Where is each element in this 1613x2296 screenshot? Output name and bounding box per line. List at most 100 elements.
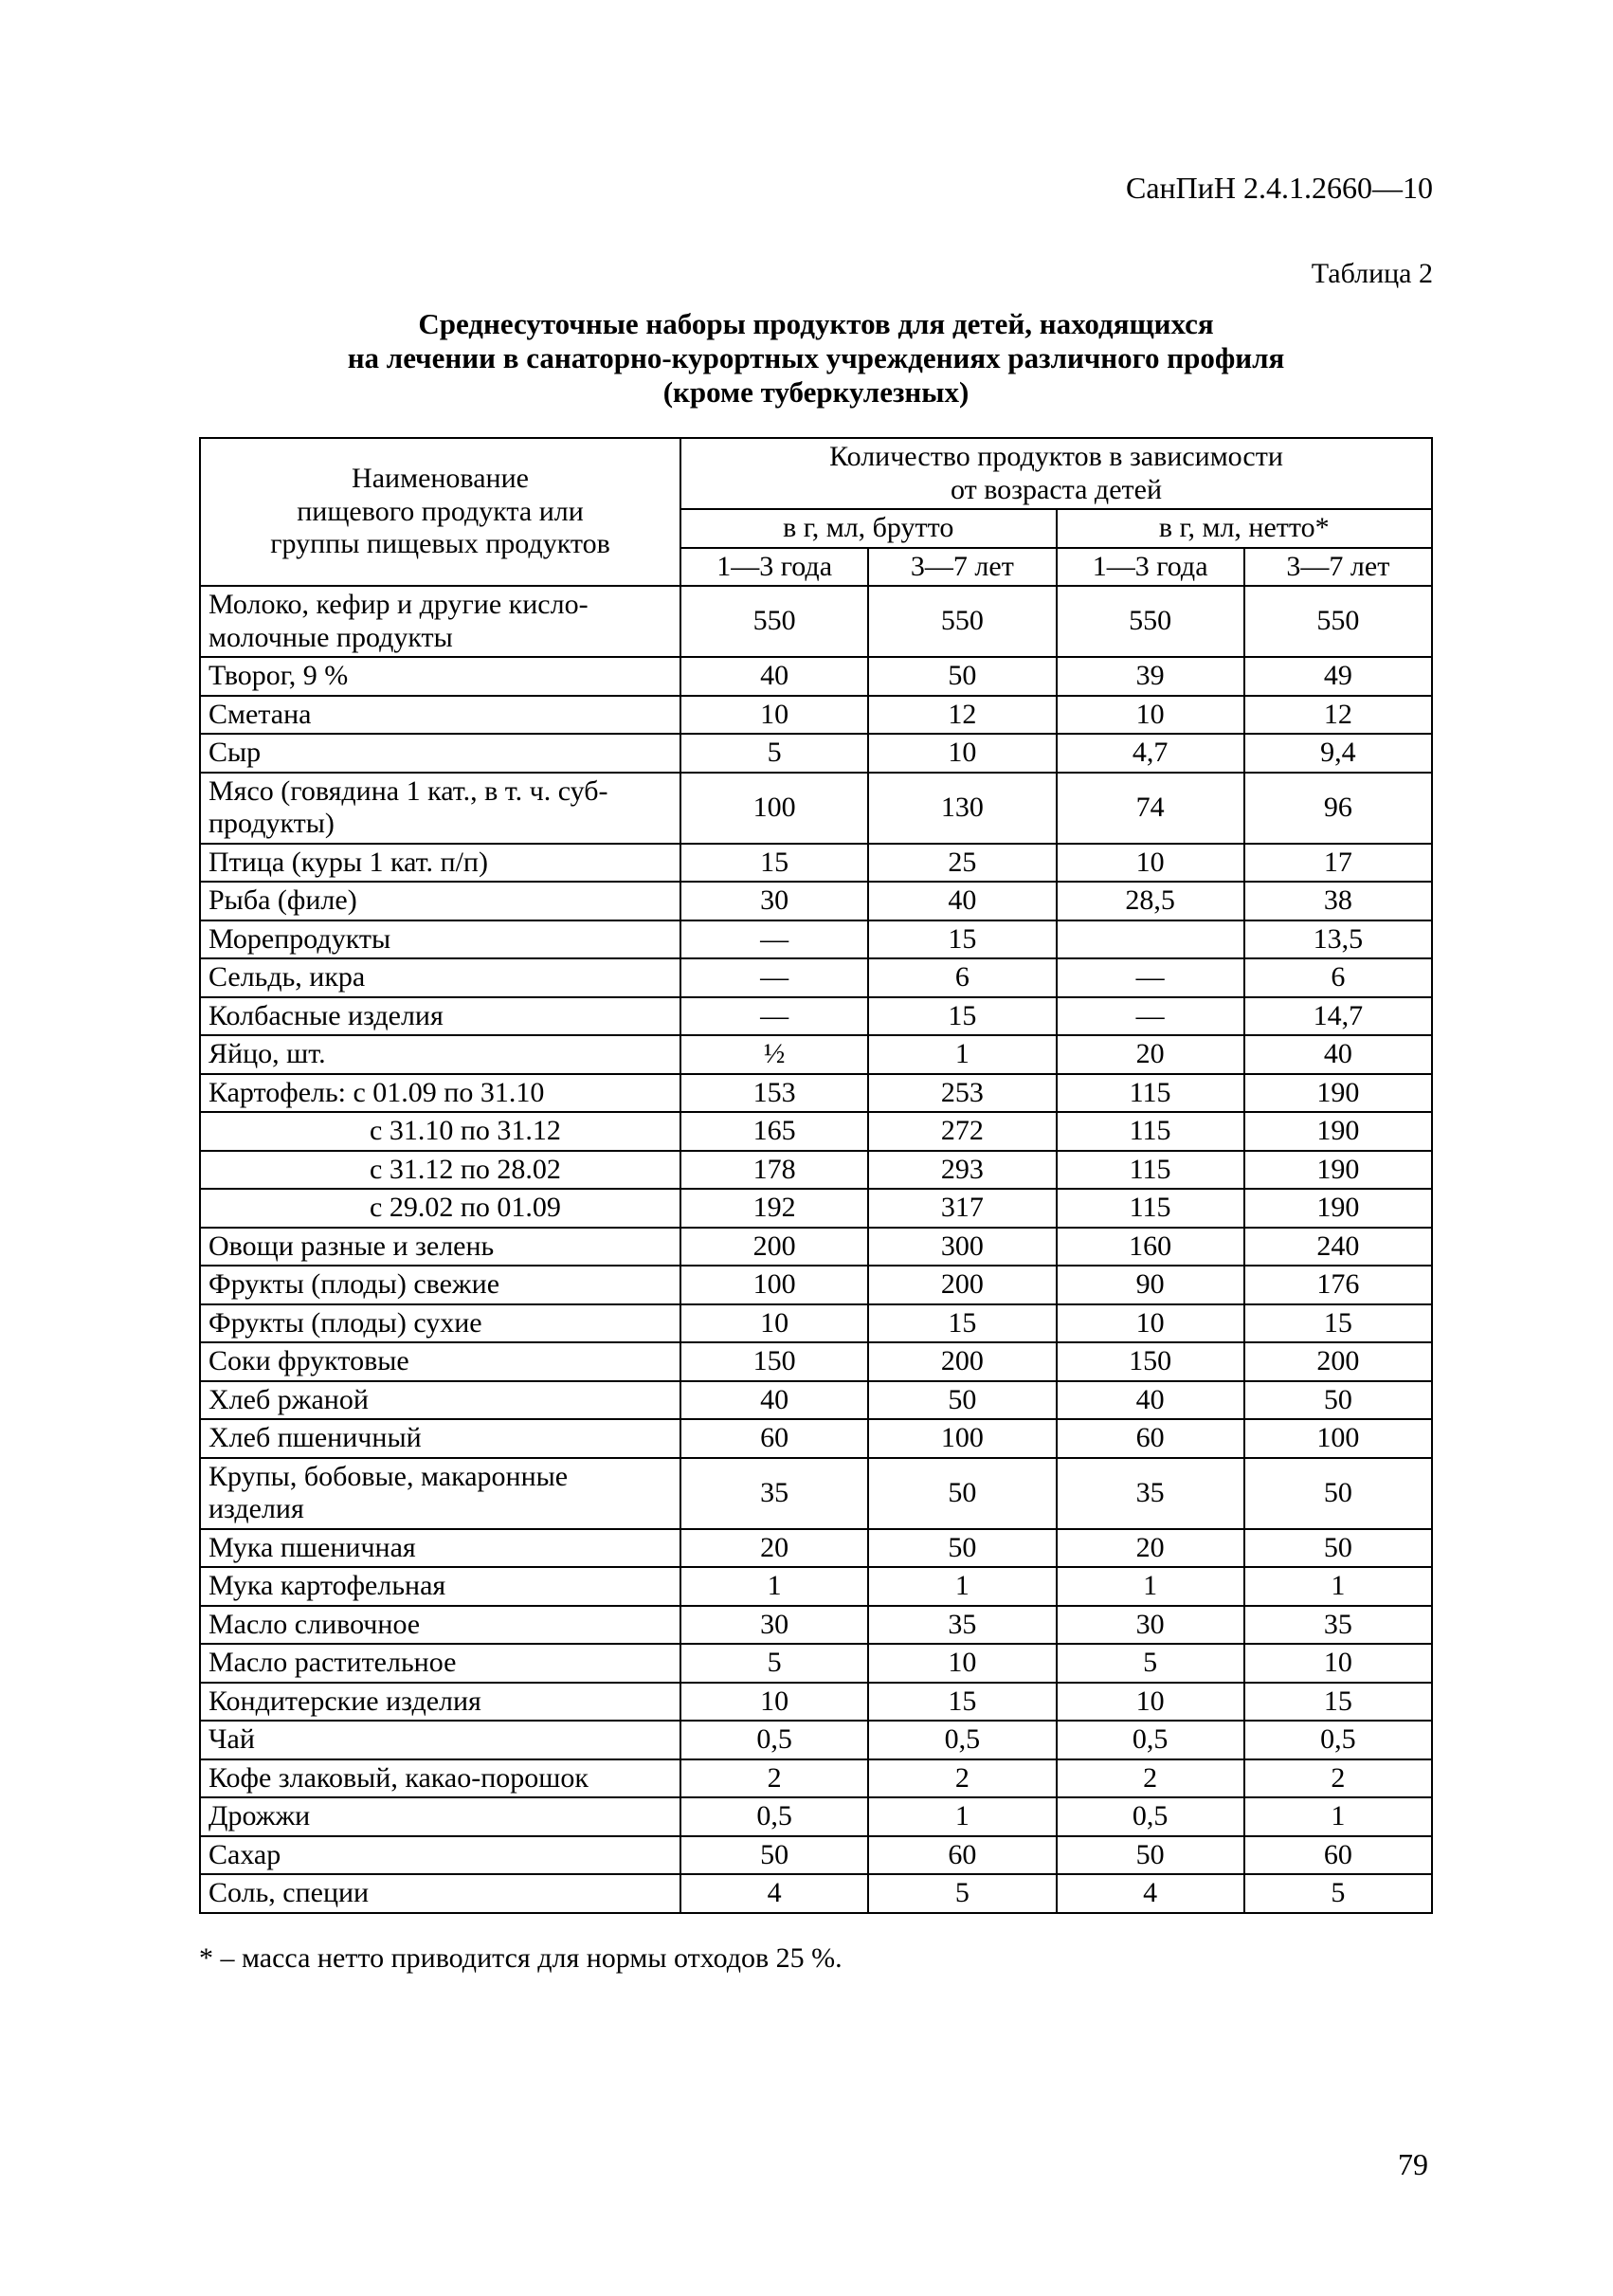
table-body: Молоко, кефир и другие кисло-молочные пр… [200,586,1432,1913]
value-cell: 90 [1057,1266,1244,1304]
table-row: Соль, специи4545 [200,1874,1432,1913]
value-cell: 15 [868,920,1056,959]
table-row: с 31.10 по 31.12165272115190 [200,1112,1432,1151]
product-name-cell: Хлеб пшеничный [200,1419,680,1458]
value-cell: 190 [1244,1189,1432,1228]
value-cell: 550 [1244,586,1432,657]
product-name-cell: Творог, 9 % [200,657,680,696]
product-name-cell: Картофель: с 01.09 по 31.10 [200,1074,680,1113]
table-row: Рыба (филе)304028,538 [200,882,1432,920]
table-row: Мясо (говядина 1 кат., в т. ч. суб-проду… [200,773,1432,844]
table-row: Сыр5104,79,4 [200,734,1432,773]
table-row: Фрукты (плоды) сухие10151015 [200,1304,1432,1343]
table-row: с 31.12 по 28.02178293115190 [200,1151,1432,1190]
value-cell: 1 [868,1035,1056,1074]
product-name-cell: Мука картофельная [200,1567,680,1606]
value-cell: 30 [1057,1606,1244,1645]
table-row: Молоко, кефир и другие кисло-молочные пр… [200,586,1432,657]
table-row: Морепродукты—1513,5 [200,920,1432,959]
product-name-cell: Колбасные изделия [200,997,680,1036]
value-cell: 96 [1244,773,1432,844]
value-cell: 272 [868,1112,1056,1151]
col-header-brutto: в г, мл, брутто [680,509,1057,548]
value-cell: 20 [680,1529,868,1568]
product-name-cell: Хлеб ржаной [200,1381,680,1420]
value-cell [1057,920,1244,959]
value-cell: 2 [1244,1759,1432,1798]
page: СанПиН 2.4.1.2660—10 Таблица 2 Среднесут… [0,0,1613,2296]
value-cell: 10 [868,734,1056,773]
value-cell: 60 [1057,1419,1244,1458]
value-cell: 150 [1057,1342,1244,1381]
value-cell: 550 [868,586,1056,657]
value-cell: 160 [1057,1228,1244,1266]
value-cell: 2 [680,1759,868,1798]
value-cell: 60 [1244,1836,1432,1875]
value-cell: 100 [1244,1419,1432,1458]
value-cell: 115 [1057,1151,1244,1190]
product-name-cell: Птица (куры 1 кат. п/п) [200,844,680,883]
table-row: Соки фруктовые150200150200 [200,1342,1432,1381]
value-cell: 28,5 [1057,882,1244,920]
table-row: Колбасные изделия—15—14,7 [200,997,1432,1036]
page-number: 79 [1398,2147,1428,2182]
document-code: СанПиН 2.4.1.2660—10 [199,171,1433,206]
product-name-cell: Чай [200,1721,680,1759]
product-name-cell: Яйцо, шт. [200,1035,680,1074]
product-name-cell: Морепродукты [200,920,680,959]
table-row: Мука пшеничная20502050 [200,1529,1432,1568]
col-header-netto-3-7: 3—7 лет [1244,548,1432,587]
col-header-brutto-1-3: 1—3 года [680,548,868,587]
product-name-cell: Сахар [200,1836,680,1875]
value-cell: 50 [1244,1458,1432,1529]
value-cell: 13,5 [1244,920,1432,959]
value-cell: 50 [868,1529,1056,1568]
value-cell: 176 [1244,1266,1432,1304]
table-row: Картофель: с 01.09 по 31.10153253115190 [200,1074,1432,1113]
value-cell: 200 [868,1342,1056,1381]
value-cell: 1 [1057,1567,1244,1606]
value-cell: 40 [680,657,868,696]
value-cell: 60 [680,1419,868,1458]
value-cell: 20 [1057,1035,1244,1074]
product-name-cell: Рыба (филе) [200,882,680,920]
table-head: Наименованиепищевого продукта илигруппы … [200,438,1432,586]
value-cell: 35 [868,1606,1056,1645]
value-cell: 100 [868,1419,1056,1458]
product-name-cell: Масло растительное [200,1644,680,1683]
value-cell: 40 [1244,1035,1432,1074]
value-cell: 50 [868,1381,1056,1420]
value-cell: 12 [1244,696,1432,735]
value-cell: 74 [1057,773,1244,844]
product-name-cell: Молоко, кефир и другие кисло-молочные пр… [200,586,680,657]
product-name-cell: Мука пшеничная [200,1529,680,1568]
value-cell: 15 [868,1683,1056,1722]
value-cell: 9,4 [1244,734,1432,773]
value-cell: 0,5 [680,1797,868,1836]
title-line-1: Среднесуточные наборы продуктов для дете… [418,307,1213,340]
value-cell: 35 [1244,1606,1432,1645]
table-row: с 29.02 по 01.09192317115190 [200,1189,1432,1228]
value-cell: 49 [1244,657,1432,696]
value-cell: 35 [1057,1458,1244,1529]
value-cell: 1 [1244,1797,1432,1836]
value-cell: 115 [1057,1189,1244,1228]
value-cell: 5 [868,1874,1056,1913]
title-line-3: (кроме туберкулезных) [663,375,970,409]
value-cell: 165 [680,1112,868,1151]
table-row: Кондитерские изделия10151015 [200,1683,1432,1722]
table-row: Масло растительное510510 [200,1644,1432,1683]
product-name-cell: Кондитерские изделия [200,1683,680,1722]
table-row: Кофе злаковый, какао-порошок2222 [200,1759,1432,1798]
footnote: * – масса нетто приводится для нормы отх… [199,1942,1433,1976]
value-cell: 6 [868,958,1056,997]
value-cell: 10 [868,1644,1056,1683]
value-cell: 10 [680,1683,868,1722]
col-header-netto-1-3: 1—3 года [1057,548,1244,587]
value-cell: 1 [680,1567,868,1606]
value-cell: 60 [868,1836,1056,1875]
product-name-cell: Дрожжи [200,1797,680,1836]
value-cell: 5 [1057,1644,1244,1683]
col-header-brutto-3-7: 3—7 лет [868,548,1056,587]
value-cell: 130 [868,773,1056,844]
